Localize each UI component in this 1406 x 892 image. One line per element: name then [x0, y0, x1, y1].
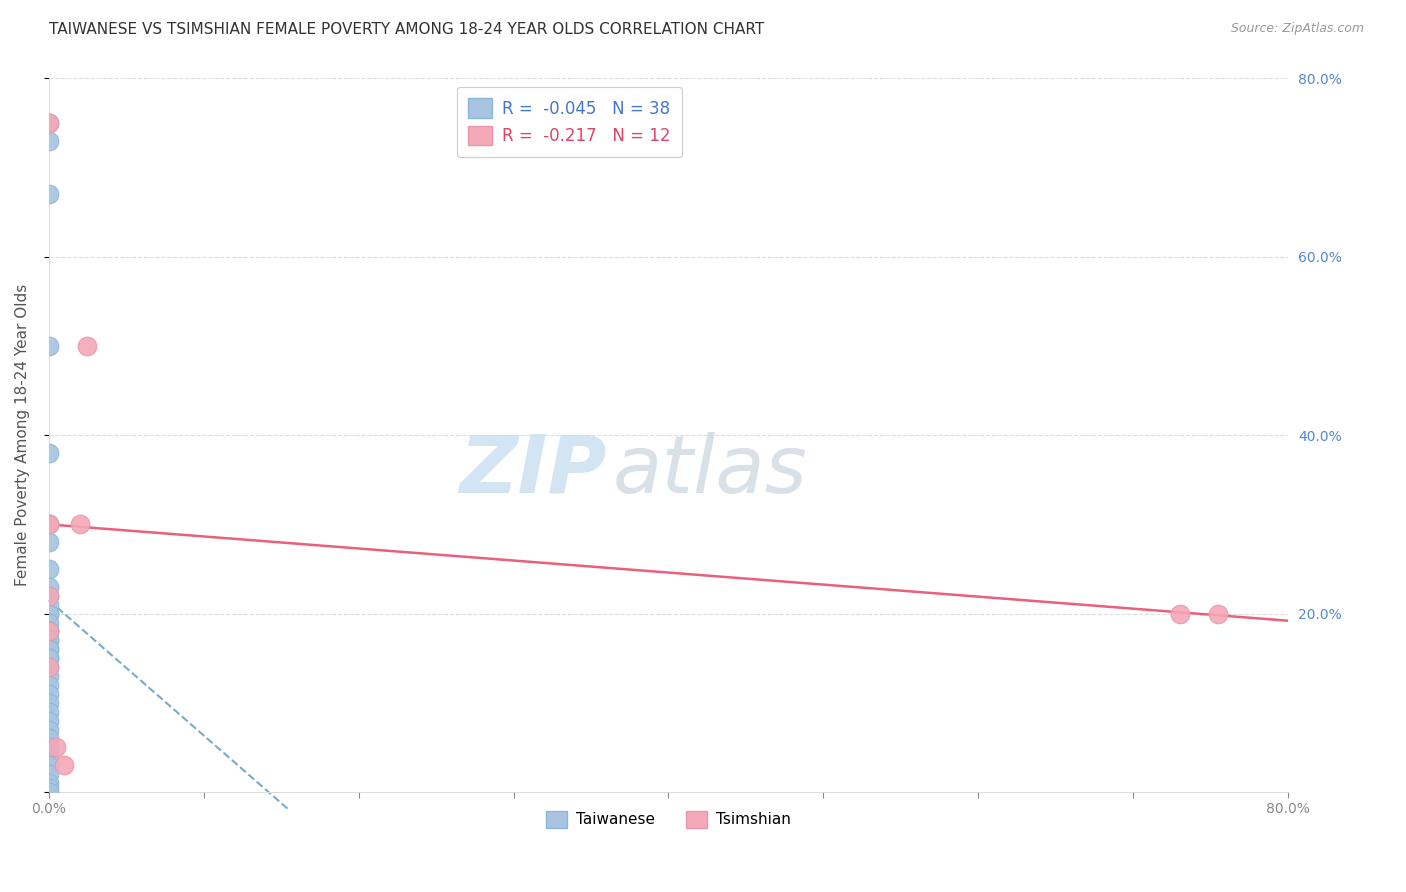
Point [38, 723, 60, 737]
Point [38, 116, 60, 130]
Point [38, 615, 60, 630]
Point [38, 589, 60, 603]
Point [38, 785, 60, 799]
Point [38, 517, 60, 532]
Point [38, 749, 60, 764]
Point [38, 767, 60, 781]
Point [38, 660, 60, 674]
Point [38, 776, 60, 790]
Point [38, 642, 60, 657]
Point [38, 580, 60, 594]
Point [38, 624, 60, 639]
Point [1168, 607, 1191, 621]
Point [38, 517, 60, 532]
Point [38, 607, 60, 621]
Point [38, 687, 60, 701]
Point [38, 731, 60, 746]
Point [38, 651, 60, 665]
Text: ZIP: ZIP [460, 432, 606, 510]
Point [53, 758, 76, 772]
Point [38, 624, 60, 639]
Point [38, 598, 60, 612]
Point [38, 633, 60, 648]
Point [38, 633, 60, 648]
Point [38, 714, 60, 728]
Point [38, 660, 60, 674]
Legend: Taiwanese, Tsimshian: Taiwanese, Tsimshian [540, 805, 797, 834]
Point [45, 740, 67, 755]
Point [38, 446, 60, 460]
Point [38, 116, 60, 130]
Point [38, 705, 60, 719]
Point [38, 740, 60, 755]
Point [38, 669, 60, 683]
Point [69, 517, 91, 532]
Point [38, 589, 60, 603]
Point [38, 624, 60, 639]
Point [38, 642, 60, 657]
Text: Source: ZipAtlas.com: Source: ZipAtlas.com [1230, 22, 1364, 36]
Point [38, 696, 60, 710]
Point [38, 562, 60, 576]
Point [38, 339, 60, 353]
Point [38, 187, 60, 202]
Point [38, 517, 60, 532]
Point [38, 134, 60, 148]
Point [1208, 607, 1230, 621]
Point [38, 678, 60, 692]
Text: TAIWANESE VS TSIMSHIAN FEMALE POVERTY AMONG 18-24 YEAR OLDS CORRELATION CHART: TAIWANESE VS TSIMSHIAN FEMALE POVERTY AM… [49, 22, 765, 37]
Point [38, 651, 60, 665]
Point [38, 535, 60, 549]
Point [38, 780, 60, 795]
Text: atlas: atlas [613, 432, 807, 510]
Y-axis label: Female Poverty Among 18-24 Year Olds: Female Poverty Among 18-24 Year Olds [15, 284, 30, 586]
Point [38, 758, 60, 772]
Point [76, 339, 98, 353]
Point [38, 607, 60, 621]
